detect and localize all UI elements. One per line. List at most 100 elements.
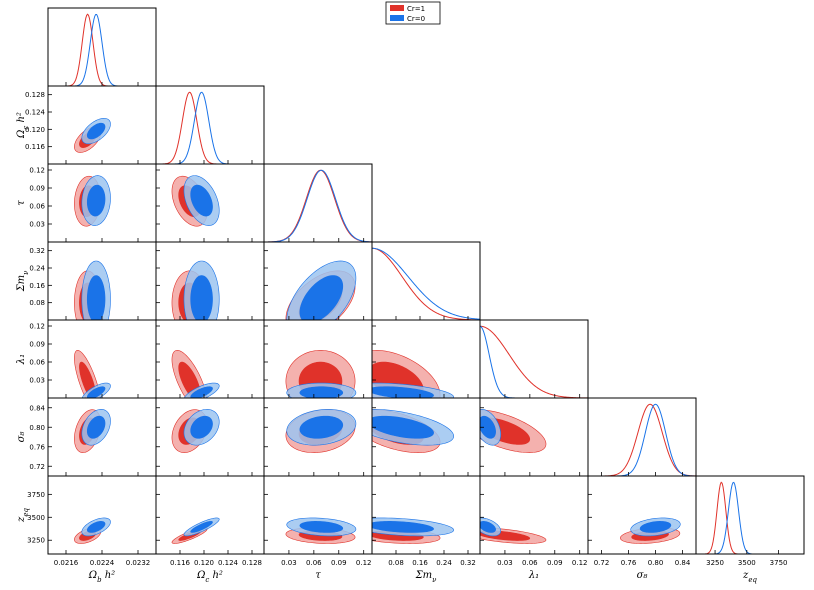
panel-tau-lambda1: [285, 350, 357, 398]
panel-frame-tau-tau: [263, 163, 373, 243]
panel-lambda1-zeq: [480, 517, 547, 544]
xtick-label-ombh2: 0.0224: [90, 559, 115, 567]
panel-sigma8-zeq: [620, 517, 681, 544]
ytick-label-tau: 0.12: [29, 167, 45, 175]
panel-ombh2-omch2: [74, 118, 111, 153]
yaxis-label-mnu: Σmν: [16, 270, 30, 293]
panel-omch2-zeq: [171, 517, 220, 544]
marginal-omch2-cr-0: [156, 91, 264, 164]
contour-68-mnu-lambda1-cr-0: [372, 386, 434, 398]
contour-68-omch2-tau-cr-0: [190, 184, 213, 217]
panel-omch2-sigma8: [171, 409, 220, 453]
marginal-lambda1-cr-1: [480, 325, 588, 398]
contour-68-ombh2-mnu-cr-0: [86, 275, 106, 320]
ytick-label-zeq: 3250: [27, 537, 45, 545]
xtick-label-tau: 0.06: [306, 559, 322, 567]
contour-68-tau-mnu-cr-0: [299, 275, 344, 320]
panel-mnu-sigma8: [372, 409, 455, 453]
xtick-label-lambda1: 0.06: [522, 559, 538, 567]
panel-omch2-omch2: [156, 91, 264, 164]
marginal-ombh2-cr-0: [48, 13, 156, 86]
panel-ombh2-tau: [74, 175, 111, 227]
xtick-label-tau: 0.12: [356, 559, 372, 567]
contour-68-omch2-lambda1-cr-0: [190, 386, 213, 398]
ytick-label-omch2: 0.120: [25, 126, 45, 134]
legend: Cr=1 Cr=0: [385, 1, 441, 25]
xtick-label-lambda1: 0.12: [572, 559, 588, 567]
marginal-zeq-cr-0: [696, 481, 804, 554]
xtick-label-omch2: 0.128: [242, 559, 262, 567]
xtick-label-omch2: 0.120: [194, 559, 214, 567]
ytick-label-lambda1: 0.06: [29, 359, 45, 367]
xtick-label-ombh2: 0.0232: [126, 559, 151, 567]
contour-68-omch2-sigma8-cr-0: [190, 415, 213, 439]
xtick-label-ombh2: 0.0216: [54, 559, 79, 567]
marginal-lambda1-cr-0: [480, 325, 588, 398]
xaxis-label-mnu: Σmν: [415, 570, 438, 584]
panel-ombh2-ombh2: [48, 13, 156, 86]
xtick-label-lambda1: 0.09: [547, 559, 563, 567]
panel-ombh2-sigma8: [74, 409, 111, 453]
ytick-label-omch2: 0.124: [25, 109, 46, 117]
contour-68-ombh2-tau-cr-0: [86, 184, 106, 217]
xtick-label-mnu: 0.16: [412, 559, 428, 567]
yaxis-label-tau: τ: [16, 200, 27, 206]
panel-ombh2-lambda1: [74, 350, 111, 398]
xtick-label-tau: 0.03: [281, 559, 297, 567]
xaxis-label-omch2: Ωc h²: [196, 570, 223, 584]
panel-frame-lambda1-lambda1: [479, 319, 589, 399]
ytick-label-mnu: 0.32: [29, 247, 45, 255]
contour-68-ombh2-lambda1-cr-0: [86, 386, 106, 398]
panel-lambda1-sigma8: [480, 409, 547, 453]
panels-layer: 0.1160.1200.1240.1280.030.060.090.120.08…: [16, 7, 805, 584]
panel-mnu-mnu: [372, 247, 480, 320]
marginal-sigma8-cr-0: [588, 403, 696, 476]
legend-label-cr0: Cr=0: [407, 15, 425, 23]
panel-omch2-tau: [171, 175, 220, 227]
ytick-label-lambda1: 0.09: [29, 341, 45, 349]
xtick-label-mnu: 0.24: [436, 559, 452, 567]
xtick-label-omch2: 0.124: [218, 559, 239, 567]
ytick-label-mnu: 0.24: [29, 265, 45, 273]
ytick-label-sigma8: 0.80: [29, 424, 45, 432]
panel-sigma8-sigma8: [588, 403, 696, 476]
ytick-label-lambda1: 0.12: [29, 323, 45, 331]
ytick-label-omch2: 0.116: [25, 143, 46, 151]
panel-tau-zeq: [285, 517, 357, 544]
xtick-label-sigma8: 0.80: [648, 559, 664, 567]
legend-swatch-cr0: [390, 15, 404, 21]
ytick-label-tau: 0.06: [29, 203, 45, 211]
ytick-label-omch2: 0.128: [25, 91, 45, 99]
contour-68-omch2-zeq-cr-0: [190, 521, 213, 533]
ytick-label-zeq: 3500: [27, 514, 45, 522]
contour-68-omch2-mnu-cr-0: [190, 275, 213, 320]
panel-omch2-lambda1: [171, 350, 220, 398]
contour-68-ombh2-omch2-cr-0: [86, 122, 106, 140]
contour-68-tau-lambda1-cr-0: [299, 386, 344, 398]
panel-frame-mnu-mnu: [371, 241, 481, 321]
panel-frame-ombh2-ombh2: [47, 7, 157, 87]
ytick-label-lambda1: 0.03: [29, 377, 45, 385]
panel-ombh2-mnu: [74, 260, 111, 320]
panel-zeq-zeq: [696, 481, 804, 554]
yaxis-label-zeq: zeq: [16, 508, 30, 523]
xtick-label-mnu: 0.08: [388, 559, 404, 567]
contour-68-sigma8-zeq-cr-0: [639, 521, 672, 533]
ytick-label-tau: 0.09: [29, 185, 45, 193]
contour-68-ombh2-zeq-cr-0: [86, 521, 106, 533]
contour-68-tau-zeq-cr-0: [299, 521, 344, 533]
xtick-label-sigma8: 0.76: [621, 559, 637, 567]
panel-lambda1-lambda1: [480, 325, 588, 398]
panel-tau-tau: [264, 169, 372, 242]
ytick-label-zeq: 3750: [27, 491, 45, 499]
contour-68-ombh2-sigma8-cr-0: [86, 415, 106, 439]
xaxis-label-ombh2: Ωb h²: [88, 570, 115, 584]
panel-frame-zeq-zeq: [695, 475, 805, 555]
panel-tau-sigma8: [285, 409, 357, 453]
xtick-label-lambda1: 0.03: [497, 559, 513, 567]
xtick-label-tau: 0.09: [331, 559, 347, 567]
marginal-ombh2-cr-1: [48, 13, 156, 86]
xtick-label-zeq: 3250: [706, 559, 724, 567]
xaxis-label-zeq: zeq: [742, 570, 757, 584]
